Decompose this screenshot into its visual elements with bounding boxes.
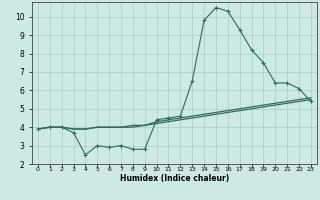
X-axis label: Humidex (Indice chaleur): Humidex (Indice chaleur) <box>120 174 229 183</box>
